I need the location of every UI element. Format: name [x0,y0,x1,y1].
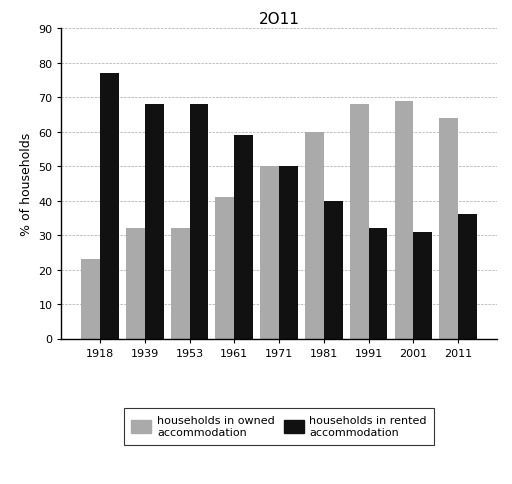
Bar [145,105,163,339]
Y-axis label: % of households: % of households [20,133,33,235]
Legend: households in owned
accommodation, households in rented
accommodation: households in owned accommodation, house… [123,408,435,445]
Bar [324,201,343,339]
Bar [305,132,324,339]
Bar [81,259,100,339]
Bar [458,215,477,339]
Bar [260,166,279,339]
Bar [279,166,298,339]
Bar [170,228,189,339]
Bar [369,228,388,339]
Bar [413,232,432,339]
Bar [126,228,145,339]
Bar [395,101,413,339]
Bar [189,105,208,339]
Bar [234,136,253,339]
Bar [216,197,234,339]
Bar [439,119,458,339]
Title: 2O11: 2O11 [259,12,300,27]
Bar [100,74,119,339]
Bar [350,105,369,339]
